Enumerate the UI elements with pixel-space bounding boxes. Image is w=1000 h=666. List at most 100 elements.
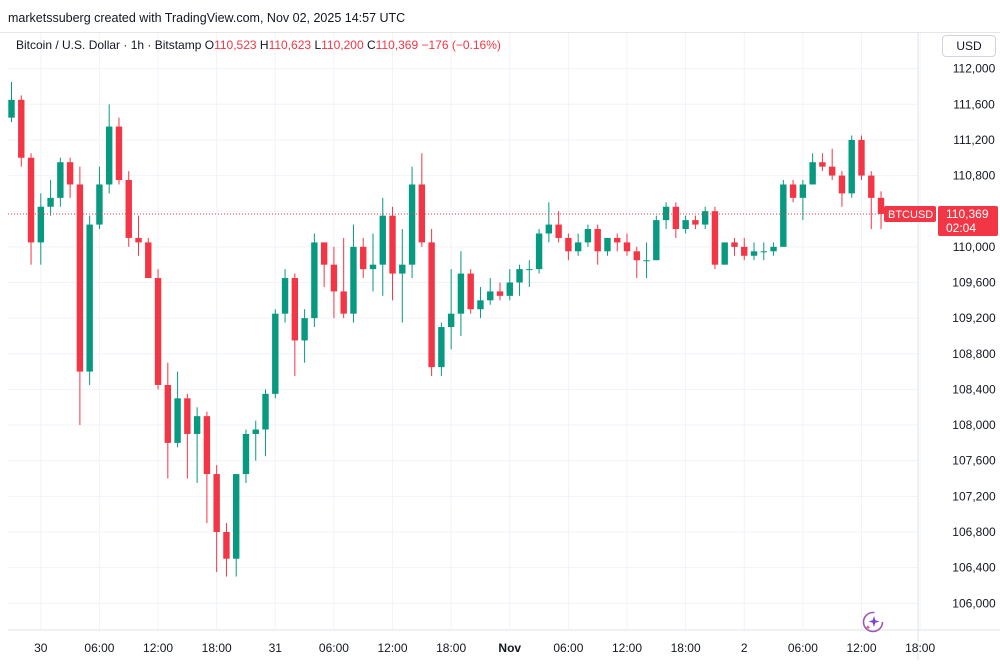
symbol-tag-label: BTCUSD — [888, 209, 933, 221]
candle[interactable] — [66, 157, 74, 198]
candle[interactable] — [604, 237, 611, 256]
candle[interactable] — [291, 273, 299, 377]
candle[interactable] — [545, 202, 553, 243]
candle[interactable] — [174, 371, 181, 448]
candle[interactable] — [701, 206, 709, 230]
candle[interactable] — [838, 171, 846, 207]
currency-button[interactable]: USD — [942, 35, 996, 57]
candle[interactable] — [418, 153, 426, 247]
candle[interactable] — [272, 309, 279, 399]
legend-symbol[interactable]: Bitcoin / U.S. Dollar · 1h · Bitstamp — [16, 38, 202, 52]
candle[interactable] — [301, 309, 308, 363]
candle[interactable] — [516, 264, 523, 296]
candle[interactable] — [506, 269, 513, 301]
candle[interactable] — [848, 135, 855, 198]
candle[interactable] — [311, 233, 318, 328]
candle[interactable] — [633, 246, 640, 279]
candle[interactable] — [457, 251, 465, 336]
candle[interactable] — [623, 233, 631, 256]
candle-body — [828, 166, 836, 176]
candle[interactable] — [653, 215, 660, 261]
candle[interactable] — [330, 246, 338, 319]
candle[interactable] — [252, 420, 259, 461]
candle[interactable] — [535, 229, 543, 274]
candle[interactable] — [281, 269, 289, 323]
candle[interactable] — [379, 197, 386, 296]
candle[interactable] — [115, 117, 123, 185]
candle[interactable] — [643, 242, 650, 279]
candle[interactable] — [487, 278, 494, 305]
chart-area[interactable]: 106,000 106,400 106,800 107,200 107,600 108,0… — [8, 33, 1000, 660]
candle[interactable] — [789, 180, 797, 203]
candle[interactable] — [389, 206, 396, 301]
candle[interactable] — [741, 237, 748, 261]
candle[interactable] — [399, 229, 406, 323]
candle[interactable] — [662, 202, 670, 230]
candle[interactable] — [96, 166, 103, 230]
candle[interactable] — [76, 166, 84, 426]
candle[interactable] — [135, 215, 142, 256]
candle[interactable] — [320, 242, 328, 287]
candle[interactable] — [731, 237, 738, 256]
candle[interactable] — [203, 411, 211, 524]
candle[interactable] — [750, 242, 758, 261]
candle[interactable] — [682, 215, 689, 234]
candle[interactable] — [369, 233, 377, 292]
candle[interactable] — [555, 211, 562, 243]
candle[interactable] — [223, 523, 230, 577]
candle[interactable] — [37, 193, 45, 265]
candle[interactable] — [799, 180, 807, 221]
candle[interactable] — [47, 180, 54, 216]
candle[interactable] — [428, 229, 435, 377]
candlestick-chart[interactable]: 106,000 106,400 106,800 107,200 107,600 108,0… — [8, 33, 1000, 660]
candle[interactable] — [213, 465, 220, 573]
candle[interactable] — [184, 393, 191, 479]
candle[interactable] — [18, 95, 25, 167]
candle[interactable] — [819, 153, 826, 172]
candle[interactable] — [477, 286, 484, 319]
candle[interactable] — [145, 237, 152, 279]
candle[interactable] — [711, 206, 719, 270]
candle[interactable] — [154, 269, 162, 390]
candle[interactable] — [770, 242, 777, 256]
candle[interactable] — [125, 171, 132, 247]
candle[interactable] — [692, 215, 699, 230]
candle[interactable] — [438, 322, 445, 377]
candle[interactable] — [233, 474, 240, 577]
candle-body — [340, 291, 347, 314]
candle[interactable] — [672, 202, 680, 238]
candle[interactable] — [526, 260, 533, 287]
candle[interactable] — [57, 157, 64, 207]
candle[interactable] — [360, 237, 367, 279]
candle[interactable] — [350, 224, 357, 323]
candle[interactable] — [780, 180, 787, 247]
candle[interactable] — [496, 282, 504, 301]
candle[interactable] — [193, 407, 201, 483]
candle[interactable] — [594, 224, 601, 265]
candle[interactable] — [262, 389, 269, 457]
candle[interactable] — [408, 166, 416, 279]
candle[interactable] — [340, 237, 347, 319]
sparkle-icon[interactable] — [862, 611, 884, 633]
candle[interactable] — [858, 135, 865, 181]
candle[interactable] — [828, 148, 836, 181]
candle[interactable] — [8, 82, 15, 123]
candle[interactable] — [106, 104, 113, 194]
price-axis[interactable]: 106,000 106,400 106,800 107,200 107,600 108,0… — [952, 62, 996, 611]
candle[interactable] — [164, 362, 172, 479]
candle[interactable] — [574, 233, 582, 256]
candle[interactable] — [614, 233, 621, 252]
candle[interactable] — [809, 153, 816, 185]
candle[interactable] — [242, 429, 250, 483]
candle[interactable] — [565, 233, 572, 261]
candle[interactable] — [467, 269, 474, 314]
candle[interactable] — [584, 224, 592, 247]
candle[interactable] — [27, 153, 35, 265]
candle[interactable] — [721, 242, 728, 265]
candle[interactable] — [447, 269, 455, 350]
candle[interactable] — [868, 171, 875, 230]
candle[interactable] — [877, 191, 885, 230]
time-axis[interactable]: 30 06:00 12:00 18:00 31 06:00 12:00 18:00 Nov 06:… — [8, 629, 1000, 655]
candle[interactable] — [86, 215, 93, 385]
candle[interactable] — [760, 242, 767, 261]
